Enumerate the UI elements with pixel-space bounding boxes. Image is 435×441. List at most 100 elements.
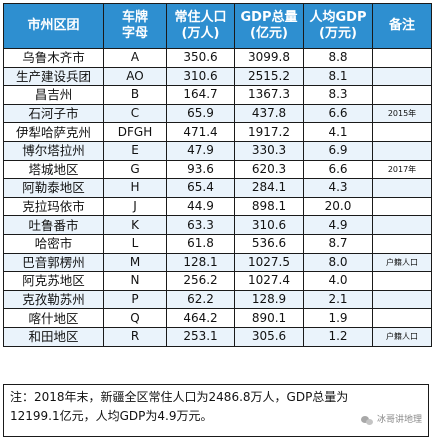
header-note: 备注 — [372, 3, 432, 49]
cell-plate: E — [103, 140, 167, 161]
cell-name: 伊犁哈萨克州 — [3, 122, 104, 142]
cell-plate: R — [103, 326, 167, 347]
cell-gdp-per-capita: 4.0 — [303, 271, 373, 291]
cell-population: 65.4 — [166, 178, 235, 198]
cell-population: 63.3 — [166, 215, 235, 235]
cell-name: 乌鲁木齐市 — [3, 48, 104, 68]
header-gdp: GDP总量 (亿元) — [234, 3, 304, 49]
cell-gdp-per-capita: 1.2 — [303, 326, 373, 347]
cell-name: 克孜勒苏州 — [3, 289, 104, 310]
cell-gdp: 310.6 — [234, 215, 304, 235]
header-plate: 车牌 字母 — [103, 3, 167, 49]
table-row: 巴音郭楞州 M 128.1 1027.5 8.0 户籍人口 — [3, 252, 432, 273]
watermark-text: 冰哥讲地理 — [376, 415, 422, 425]
cell-population: 310.6 — [166, 66, 235, 87]
table-row: 哈密市 L 61.8 536.6 8.7 — [3, 233, 432, 254]
table-row: 乌鲁木齐市 A 350.6 3099.8 8.8 — [3, 48, 432, 68]
cell-gdp-per-capita: 6.9 — [303, 140, 373, 161]
cell-plate: H — [103, 178, 167, 198]
cell-note — [372, 271, 432, 291]
cell-plate: M — [103, 252, 167, 273]
header-name: 市州区团 — [3, 3, 104, 49]
cell-gdp: 3099.8 — [234, 48, 304, 68]
cell-name: 巴音郭楞州 — [3, 252, 104, 273]
footnote: 注：2018年末，新疆全区常住人口为2486.8万人，GDP总量为 12199.… — [3, 384, 429, 437]
table-row: 伊犁哈萨克州 DFGH 471.4 1917.2 4.1 — [3, 122, 432, 142]
cell-gdp-per-capita: 4.1 — [303, 122, 373, 142]
cell-population: 128.1 — [166, 252, 235, 273]
table-row: 克孜勒苏州 P 62.2 128.9 2.1 — [3, 289, 432, 310]
cell-gdp: 620.3 — [234, 159, 304, 180]
header-row: 市州区团 车牌 字母 常住人口 (万人) GDP总量 (亿元) 人均GDP (万元) 备… — [3, 3, 432, 49]
cell-gdp-per-capita: 8.8 — [303, 48, 373, 68]
header-gdp-per-capita: 人均GDP (万元) — [303, 3, 373, 49]
cell-population: 65.9 — [166, 103, 235, 124]
cell-note — [372, 308, 432, 328]
table-row: 吐鲁番市 K 63.3 310.6 4.9 — [3, 215, 432, 235]
cell-gdp-per-capita: 20.0 — [303, 196, 373, 217]
cell-plate: A — [103, 48, 167, 68]
table-row: 塔城地区 G 93.6 620.3 6.6 2017年 — [3, 159, 432, 180]
cell-name: 吐鲁番市 — [3, 215, 104, 235]
cell-gdp: 330.3 — [234, 140, 304, 161]
cell-note — [372, 48, 432, 68]
cell-name: 喀什地区 — [3, 308, 104, 328]
cell-name: 阿克苏地区 — [3, 271, 104, 291]
cell-gdp-per-capita: 4.9 — [303, 215, 373, 235]
cell-name: 生产建设兵团 — [3, 66, 104, 87]
cell-gdp-per-capita: 8.1 — [303, 66, 373, 87]
table-body: 乌鲁木齐市 A 350.6 3099.8 8.8 生产建设兵团 AO 310.6 2515.2 8… — [3, 48, 432, 347]
cell-plate: C — [103, 103, 167, 124]
wechat-icon — [360, 415, 374, 426]
cell-plate: Q — [103, 308, 167, 328]
cell-gdp: 1027.5 — [234, 252, 304, 273]
cell-note — [372, 122, 432, 142]
cell-plate: B — [103, 85, 167, 105]
cell-gdp: 1917.2 — [234, 122, 304, 142]
cell-gdp-per-capita: 4.3 — [303, 178, 373, 198]
cell-gdp: 2515.2 — [234, 66, 304, 87]
table-row: 喀什地区 Q 464.2 890.1 1.9 — [3, 308, 432, 328]
cell-note: 户籍人口 — [372, 326, 432, 347]
cell-population: 471.4 — [166, 122, 235, 142]
cell-note — [372, 85, 432, 105]
cell-note — [372, 178, 432, 198]
cell-name: 和田地区 — [3, 326, 104, 347]
cell-name: 哈密市 — [3, 233, 104, 254]
table-row: 生产建设兵团 AO 310.6 2515.2 8.1 — [3, 66, 432, 87]
table-row: 阿勒泰地区 H 65.4 284.1 4.3 — [3, 178, 432, 198]
cell-population: 350.6 — [166, 48, 235, 68]
cell-gdp: 1027.4 — [234, 271, 304, 291]
cell-population: 93.6 — [166, 159, 235, 180]
table-row: 博尔塔拉州 E 47.9 330.3 6.9 — [3, 140, 432, 161]
cell-gdp: 128.9 — [234, 289, 304, 310]
cell-gdp: 898.1 — [234, 196, 304, 217]
cell-name: 塔城地区 — [3, 159, 104, 180]
cell-gdp: 437.8 — [234, 103, 304, 124]
cell-gdp-per-capita: 8.7 — [303, 233, 373, 254]
cell-name: 石河子市 — [3, 103, 104, 124]
cell-plate: DFGH — [103, 122, 167, 142]
cell-population: 47.9 — [166, 140, 235, 161]
cell-population: 256.2 — [166, 271, 235, 291]
cell-note — [372, 215, 432, 235]
cell-plate: AO — [103, 66, 167, 87]
table-row: 克拉玛依市 J 44.9 898.1 20.0 — [3, 196, 432, 217]
footnote-line-2: 12199.1亿元，人均GDP为4.9万元。 — [10, 409, 213, 423]
table-row: 阿克苏地区 N 256.2 1027.4 4.0 — [3, 271, 432, 291]
cell-note — [372, 66, 432, 87]
cell-plate: K — [103, 215, 167, 235]
cell-population: 253.1 — [166, 326, 235, 347]
cell-note — [372, 140, 432, 161]
cell-plate: J — [103, 196, 167, 217]
cell-gdp: 890.1 — [234, 308, 304, 328]
cell-name: 昌吉州 — [3, 85, 104, 105]
cell-population: 44.9 — [166, 196, 235, 217]
cell-gdp: 536.6 — [234, 233, 304, 254]
cell-plate: P — [103, 289, 167, 310]
cell-gdp-per-capita: 8.3 — [303, 85, 373, 105]
cell-note: 户籍人口 — [372, 252, 432, 273]
cell-note: 2017年 — [372, 159, 432, 180]
cell-name: 博尔塔拉州 — [3, 140, 104, 161]
table-row: 石河子市 C 65.9 437.8 6.6 2015年 — [3, 103, 432, 124]
